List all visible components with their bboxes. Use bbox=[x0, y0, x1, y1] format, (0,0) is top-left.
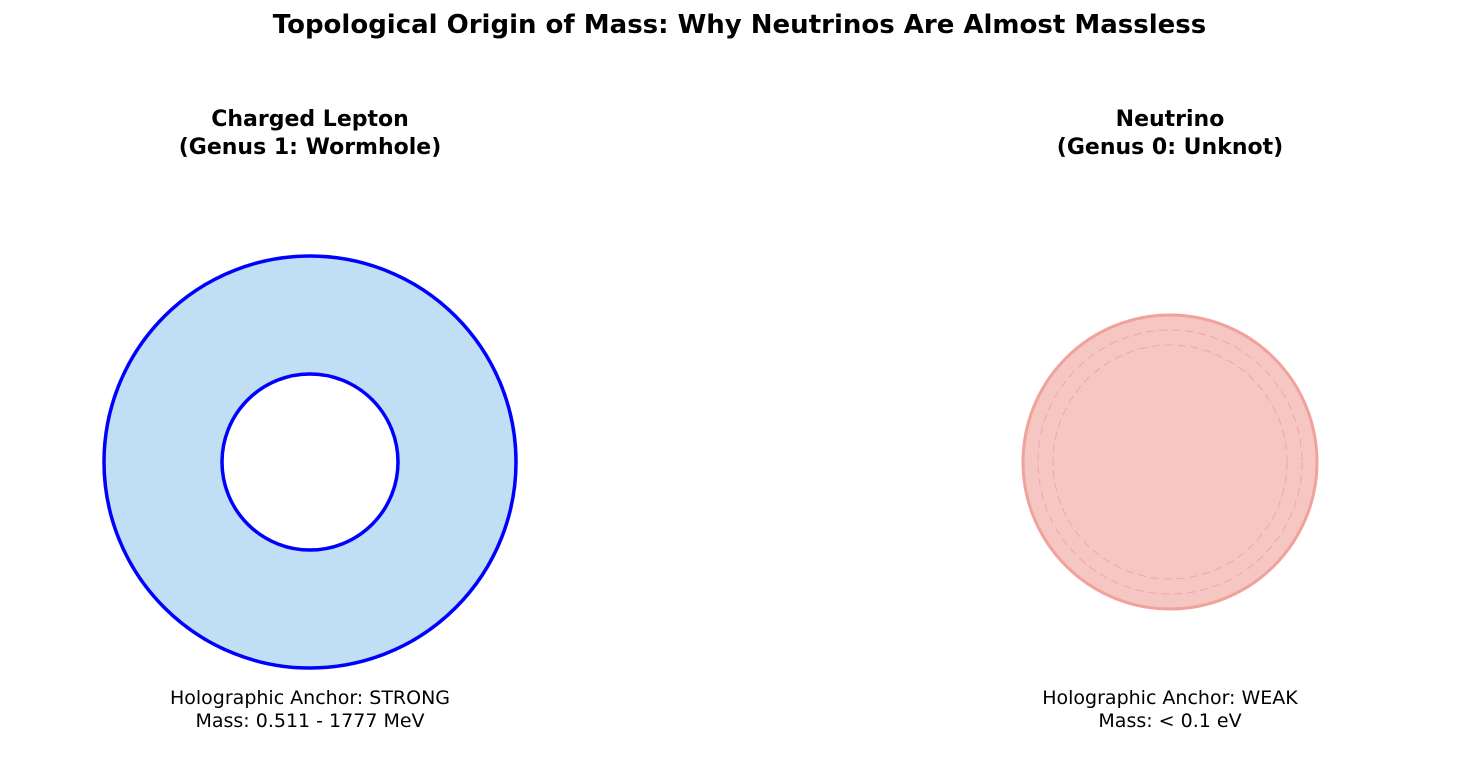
left-mass-label: Mass: 0.511 - 1777 MeV bbox=[195, 710, 425, 732]
right-panel-title: Neutrino (Genus 0: Unknot) bbox=[920, 106, 1420, 162]
figure-title: Topological Origin of Mass: Why Neutrino… bbox=[272, 10, 1207, 40]
torus-outer-edge bbox=[102, 254, 518, 670]
right-panel-title-line1: Neutrino bbox=[1115, 107, 1225, 132]
right-caption: Holographic Anchor: WEAK Mass: < 0.1 eV bbox=[920, 687, 1420, 733]
torus-inner-hole bbox=[220, 372, 400, 552]
left-panel-title: Charged Lepton (Genus 1: Wormhole) bbox=[60, 106, 560, 162]
left-anchor-label: Holographic Anchor: STRONG bbox=[169, 687, 451, 709]
left-caption: Holographic Anchor: STRONG Mass: 0.511 -… bbox=[60, 687, 560, 733]
left-panel-title-line1: Charged Lepton bbox=[211, 107, 409, 132]
right-anchor-label: Holographic Anchor: WEAK bbox=[1042, 687, 1298, 709]
sphere-dashed-ring bbox=[1052, 344, 1288, 580]
right-mass-label: Mass: < 0.1 eV bbox=[1098, 710, 1242, 732]
sphere-body bbox=[1021, 313, 1319, 611]
torus-ring bbox=[104, 256, 516, 668]
left-panel-title-line2: (Genus 1: Wormhole) bbox=[178, 135, 442, 160]
right-panel-title-line2: (Genus 0: Unknot) bbox=[1056, 135, 1284, 160]
sphere-dashed-ring bbox=[1037, 329, 1303, 595]
